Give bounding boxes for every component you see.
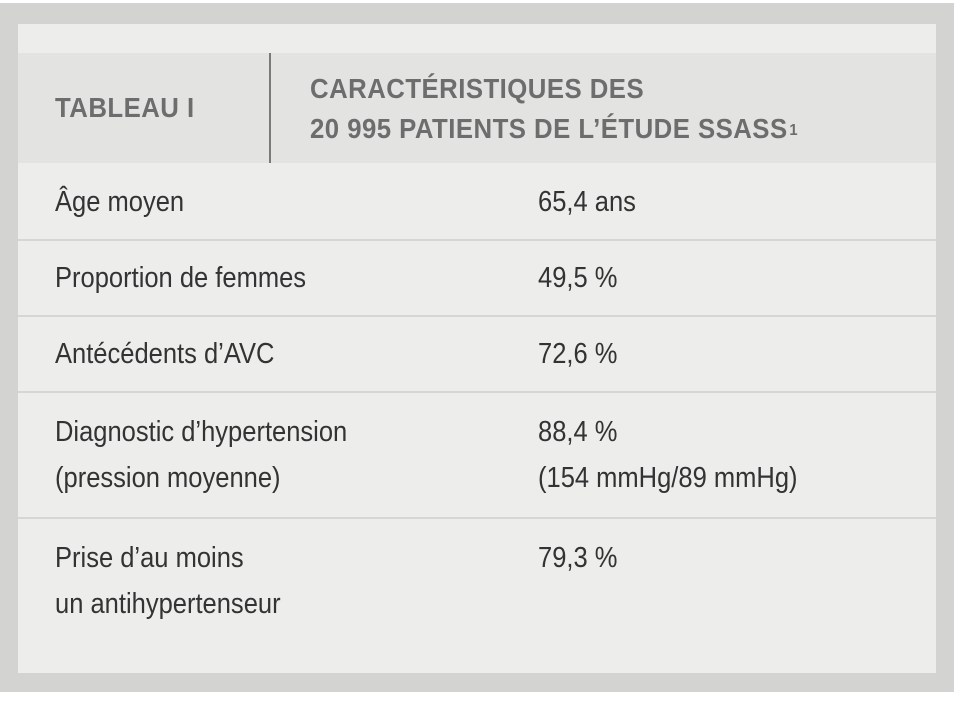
row-label-line: (pression moyenne) — [55, 462, 281, 494]
table-panel: TABLEAU I CARACTÉRISTIQUES DES 20 995 PA… — [18, 24, 936, 673]
row-label-line: Âge moyen — [55, 186, 185, 218]
row-label: Antécédents d’AVC — [55, 331, 274, 377]
row-value-line: 49,5 % — [538, 262, 618, 294]
header-divider — [269, 53, 271, 163]
row-value: 79,3 % — [538, 535, 617, 581]
row-value: 65,4 ans — [538, 179, 636, 225]
row-value-line: 88,4 % — [538, 416, 618, 448]
row-label-line: Proportion de femmes — [55, 262, 307, 294]
row-value-line: (154 mmHg/89 mmHg) — [538, 462, 798, 494]
table-frame: TABLEAU I CARACTÉRISTIQUES DES 20 995 PA… — [0, 3, 954, 692]
row-label-line: Antécédents d’AVC — [55, 338, 275, 370]
table-row: Âge moyen 65,4 ans — [18, 163, 936, 241]
table-row: Antécédents d’AVC 72,6 % — [18, 317, 936, 393]
row-value-line: 65,4 ans — [538, 186, 636, 218]
table-title-line-1: CARACTÉRISTIQUES DES — [310, 73, 645, 104]
row-value: 88,4 % (154 mmHg/89 mmHg) — [538, 409, 798, 501]
table-body: Âge moyen 65,4 ans Proportion de femmes … — [18, 163, 936, 651]
table-title-footnote: 1 — [789, 122, 799, 139]
table-title: CARACTÉRISTIQUES DES 20 995 PATIENTS DE … — [310, 69, 798, 149]
row-label: Diagnostic d’hypertension (pression moye… — [55, 409, 347, 501]
row-label-line: un antihypertenseur — [55, 588, 281, 620]
row-label-line: Diagnostic d’hypertension — [55, 416, 348, 448]
row-value-line: 79,3 % — [538, 542, 618, 574]
table-title-line-2: 20 995 PATIENTS DE L’ÉTUDE SSASS 1 — [310, 109, 798, 149]
table-header: TABLEAU I CARACTÉRISTIQUES DES 20 995 PA… — [18, 53, 936, 163]
table-row: Prise d’au moins un antihypertenseur 79,… — [18, 519, 936, 651]
table-number-label: TABLEAU I — [55, 92, 195, 123]
row-label: Âge moyen — [55, 179, 184, 225]
table-row: Diagnostic d’hypertension (pression moye… — [18, 393, 936, 519]
table-title-line-2-text: 20 995 PATIENTS DE L’ÉTUDE SSASS — [310, 113, 788, 144]
row-label: Proportion de femmes — [55, 255, 306, 301]
table-row: Proportion de femmes 49,5 % — [18, 241, 936, 317]
row-label-line: Prise d’au moins — [55, 542, 244, 574]
row-value-line: 72,6 % — [538, 338, 618, 370]
row-value: 49,5 % — [538, 255, 617, 301]
row-value: 72,6 % — [538, 331, 617, 377]
row-label: Prise d’au moins un antihypertenseur — [55, 535, 281, 627]
